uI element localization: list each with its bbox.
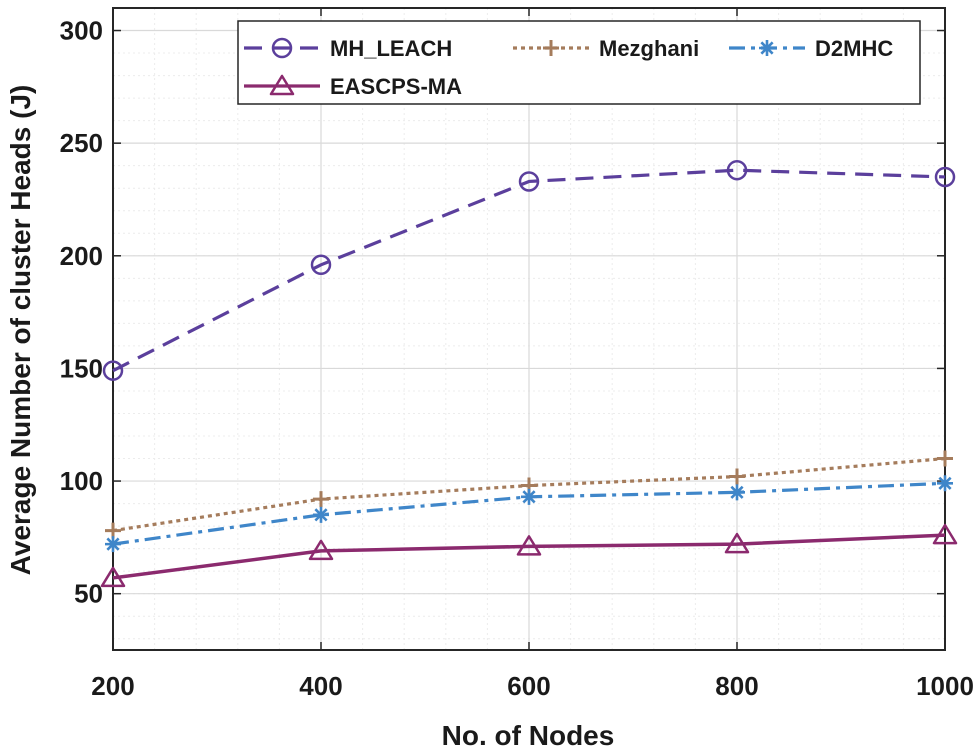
circle-marker-icon: [271, 37, 293, 59]
series-mh-leach: [102, 159, 956, 381]
x-tick-label: 400: [299, 671, 342, 701]
legend-label: D2MHC: [815, 36, 893, 61]
triangle-marker-icon: [932, 523, 958, 545]
data-point: [105, 536, 121, 553]
data-point: [729, 484, 745, 501]
asterisk-marker-icon: [937, 475, 953, 492]
y-tick-label: 250: [60, 128, 103, 158]
x-tick-label: 600: [507, 671, 550, 701]
data-point: [102, 360, 124, 381]
y-tick-label: 300: [60, 16, 103, 46]
x-tick-label: 800: [715, 671, 758, 701]
data-point: [308, 539, 334, 561]
legend: MH_LEACH Mezghani D2MHC EASCPS-MA: [237, 20, 921, 105]
asterisk-marker-icon: [105, 536, 121, 553]
series-line: [112, 533, 946, 580]
circle-marker-icon: [934, 166, 956, 188]
legend-box: [237, 20, 921, 105]
legend-marker: [759, 40, 775, 56]
plus-marker-icon: [313, 491, 329, 508]
asterisk-marker-icon: [729, 484, 745, 501]
plus-marker-icon: [543, 40, 559, 56]
data-point: [310, 254, 332, 276]
data-point: [105, 522, 121, 539]
series-line: [112, 168, 946, 373]
legend-item: D2MHC: [729, 36, 893, 61]
plus-marker-icon: [729, 468, 745, 485]
data-point: [516, 535, 542, 556]
data-point: [729, 468, 745, 485]
legend-item: Mezghani: [513, 36, 699, 61]
legend-label: EASCPS-MA: [330, 74, 462, 99]
x-tick-label: 1000: [916, 671, 974, 701]
series-eascps-ma: [100, 523, 958, 588]
triangle-marker-icon: [516, 535, 542, 556]
legend-marker: [269, 74, 295, 96]
plus-marker-icon: [105, 522, 121, 539]
circle-marker-icon: [310, 254, 332, 276]
circle-marker-icon: [518, 171, 540, 192]
asterisk-marker-icon: [521, 488, 537, 505]
legend-marker: [271, 37, 293, 59]
axis-ticks: 200 400 600 800 1000 50 100 150 200 250 300: [60, 8, 974, 701]
asterisk-marker-icon: [759, 40, 775, 56]
data-point: [313, 491, 329, 508]
y-axis-label: Average Number of cluster Heads (J): [5, 85, 36, 576]
data-point: [937, 450, 953, 467]
series-layer: [100, 159, 958, 588]
legend-label: MH_LEACH: [330, 36, 452, 61]
legend-label: Mezghani: [599, 36, 699, 61]
data-point: [934, 166, 956, 188]
series-d2mhc: [105, 475, 953, 553]
triangle-marker-icon: [308, 539, 334, 561]
circle-marker-icon: [726, 159, 748, 181]
data-point: [932, 523, 958, 545]
y-tick-label: 150: [60, 353, 103, 383]
data-point: [724, 532, 750, 554]
legend-marker: [543, 40, 559, 56]
data-point: [100, 566, 126, 588]
data-point: [518, 171, 540, 192]
triangle-marker-icon: [269, 74, 295, 96]
y-tick-label: 50: [74, 579, 103, 609]
x-tick-label: 200: [91, 671, 134, 701]
triangle-marker-icon: [724, 532, 750, 554]
legend-item: EASCPS-MA: [244, 74, 462, 99]
y-tick-label: 200: [60, 241, 103, 271]
data-point: [313, 506, 329, 523]
x-axis-label: No. of Nodes: [442, 720, 615, 751]
y-tick-label: 100: [60, 466, 103, 496]
data-point: [937, 475, 953, 492]
circle-marker-icon: [102, 360, 124, 381]
triangle-marker-icon: [100, 566, 126, 588]
asterisk-marker-icon: [313, 506, 329, 523]
plus-marker-icon: [937, 450, 953, 467]
data-point: [726, 159, 748, 181]
data-point: [521, 488, 537, 505]
legend-item: MH_LEACH: [244, 36, 452, 61]
